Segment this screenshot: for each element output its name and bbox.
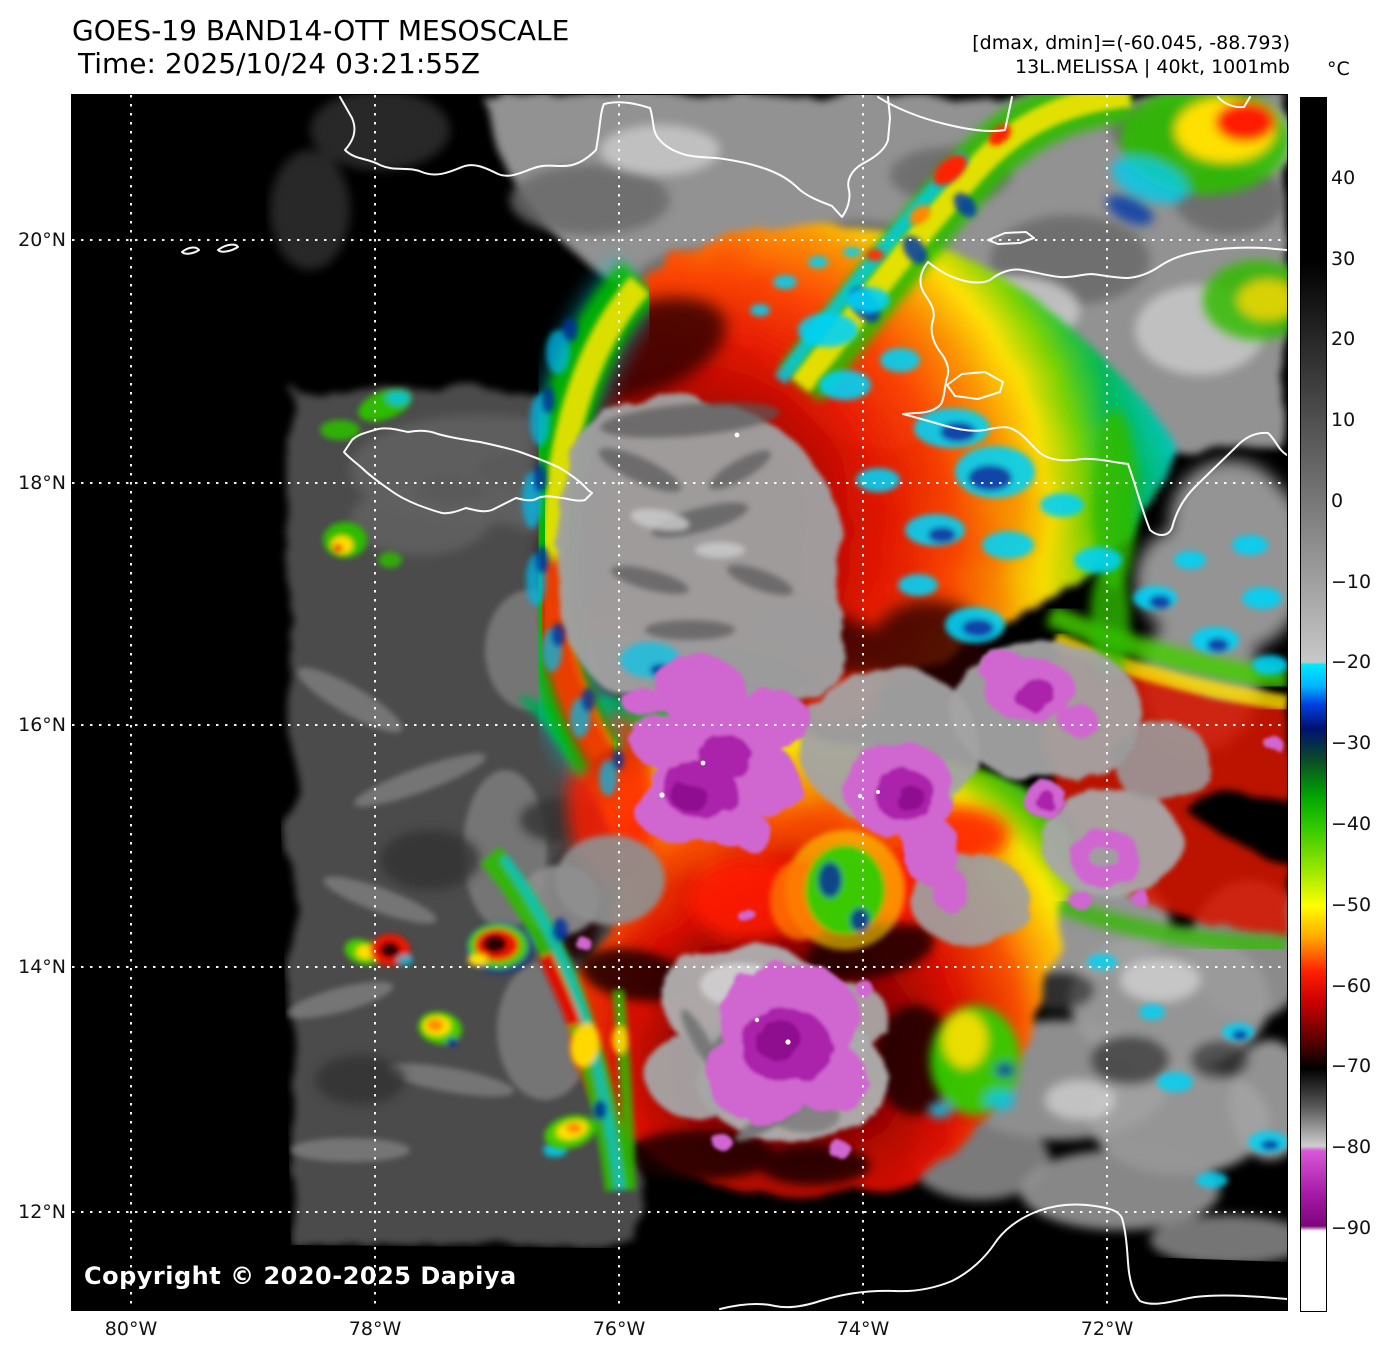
colorbar-tick: −10	[1331, 571, 1372, 593]
lon-tick-label: 76°W	[592, 1318, 646, 1340]
isolated-cells-layer	[320, 388, 702, 1192]
lat-tick-label: 20°N	[18, 229, 66, 251]
colorbar-tick: −30	[1331, 732, 1372, 754]
lon-tick-label: 72°W	[1080, 1318, 1134, 1340]
timestamp: Time: 2025/10/24 03:21:55Z	[78, 47, 481, 80]
satellite-image	[72, 95, 1287, 1310]
lon-tick-label: 80°W	[104, 1318, 158, 1340]
storm-status: 13L.MELISSA | 40kt, 1001mb	[1015, 56, 1290, 78]
dmax-dmin-readout: [dmax, dmin]=(-60.045, -88.793)	[972, 32, 1290, 54]
lon-tick-label: 74°W	[836, 1318, 890, 1340]
coastline-hispaniola-south	[902, 413, 1287, 536]
coastline-cuba	[339, 96, 891, 218]
colorbar-tick: 0	[1331, 490, 1344, 512]
overshoot-dots	[659, 432, 880, 1045]
coastline-cayman-brac	[217, 243, 239, 253]
lat-tick-label: 16°N	[18, 714, 66, 736]
colorbar-tick: −70	[1331, 1055, 1372, 1077]
lat-tick-label: 12°N	[18, 1201, 66, 1223]
coldest-tops-magenta-layer	[577, 649, 1284, 1158]
coastlines	[181, 96, 1287, 1310]
coastline-little-cayman	[181, 246, 200, 255]
coastline-gonave	[946, 371, 1004, 400]
coastline-caicos	[1217, 96, 1251, 109]
cyan-cirrus-layer	[522, 247, 1287, 1188]
colorbar-unit: °C	[1327, 58, 1350, 80]
colorbar-gradient	[1300, 97, 1327, 1312]
colorbar-tick: −60	[1331, 975, 1372, 997]
lat-tick-label: 14°N	[18, 956, 66, 978]
coastline-haiti-west	[902, 261, 950, 415]
colorbar-tick: 30	[1331, 248, 1356, 270]
colorbar-tick: −80	[1331, 1136, 1372, 1158]
colorbar-tick: 10	[1331, 409, 1356, 431]
colorbar-tick: −90	[1331, 1217, 1372, 1239]
lat-tick-label: 18°N	[18, 472, 66, 494]
colorbar-tick: −40	[1331, 813, 1372, 835]
coastline-jamaica	[343, 427, 593, 515]
coastline-great-inagua	[877, 96, 1013, 133]
colorbar-tick: −20	[1331, 651, 1372, 673]
colorbar-tick: −50	[1331, 894, 1372, 916]
map-panel	[71, 94, 1288, 1311]
colorbar-tick: 40	[1331, 167, 1356, 189]
coastline-hispaniola-north	[927, 246, 1287, 284]
page-title: GOES-19 BAND14-OTT MESOSCALE	[72, 14, 570, 47]
copyright-text: Copyright © 2020-2025 Dapiya	[84, 1262, 517, 1290]
colorbar-tick: 20	[1331, 328, 1356, 350]
coastline-south-america	[719, 1203, 1287, 1310]
lon-tick-label: 78°W	[348, 1318, 402, 1340]
coastline-tortuga	[987, 231, 1035, 245]
